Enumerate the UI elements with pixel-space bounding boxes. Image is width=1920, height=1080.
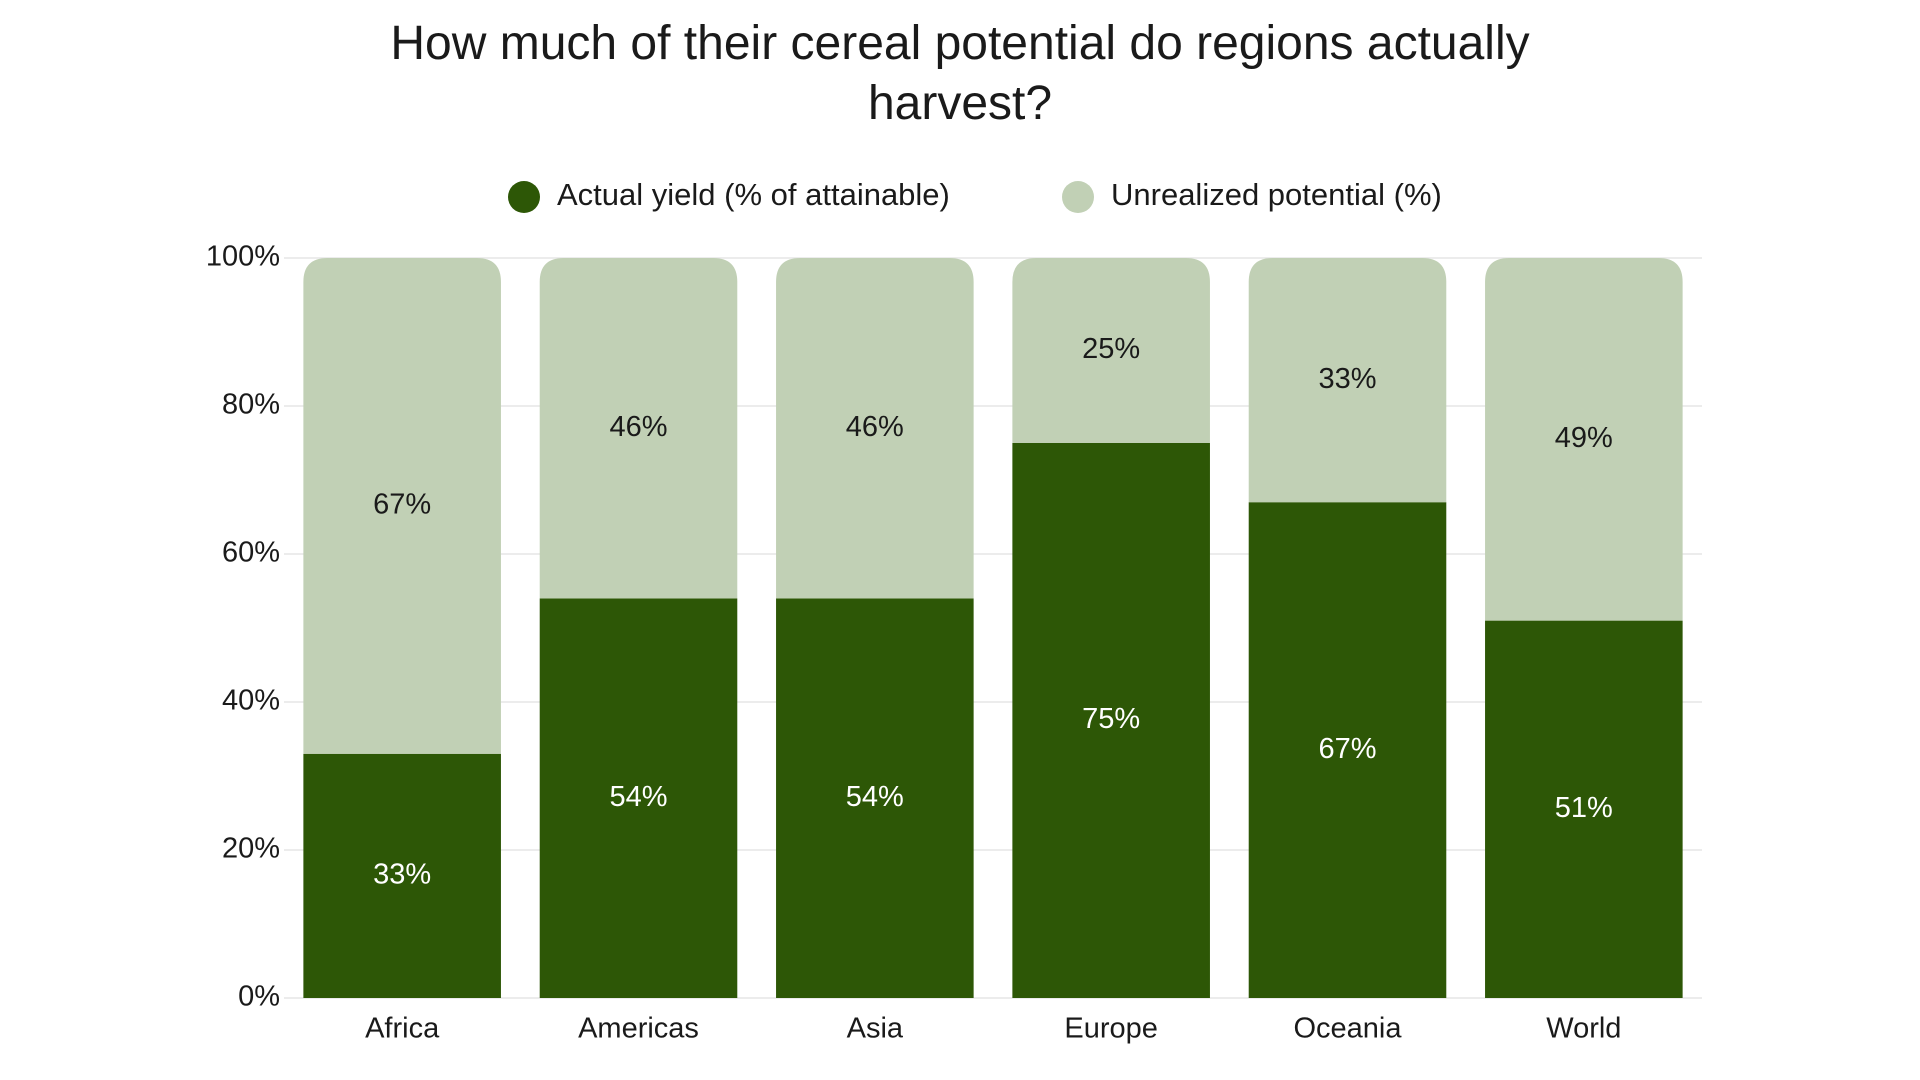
chart-title: How much of their cereal potential do re… [390,17,1530,130]
bar-segment [1012,258,1210,443]
bar-segment [539,258,738,599]
data-label: 54% [846,781,904,813]
data-label: 49% [1555,422,1613,454]
x-tick-label: Europe [1064,1013,1158,1045]
bar-segment [303,753,501,998]
x-tick-label: Americas [578,1013,699,1045]
y-tick-label: 60% [222,537,280,569]
bar-segment [1248,502,1447,998]
bar-segment [303,258,501,754]
y-tick-label: 80% [222,389,280,421]
data-label: 67% [1318,733,1376,765]
data-label: 54% [609,781,667,813]
x-tick-label: Oceania [1293,1013,1402,1045]
data-label: 33% [1318,363,1376,395]
bar-segment [776,258,974,599]
bar-segment [1248,258,1447,503]
bar-segment [1012,443,1210,998]
bar-segment [776,598,974,998]
x-tick-label: World [1546,1013,1621,1045]
data-label: 67% [373,489,431,521]
data-label: 75% [1082,703,1140,735]
bar-segment [1485,258,1683,621]
legend-label: Actual yield (% of attainable) [557,177,950,212]
x-tick-label: Asia [847,1013,904,1045]
data-label: 33% [373,859,431,891]
data-label: 25% [1082,333,1140,365]
legend-marker [508,181,540,213]
data-label: 51% [1555,792,1613,824]
bar-segment [539,598,738,998]
y-tick-label: 40% [222,685,280,717]
y-tick-label: 100% [206,241,280,273]
bar-segment [1485,620,1683,998]
legend-label: Unrealized potential (%) [1111,177,1442,212]
data-label: 46% [846,411,904,443]
x-tick-label: Africa [365,1013,440,1045]
data-label: 46% [609,411,667,443]
legend-marker [1062,181,1094,213]
y-tick-label: 20% [222,833,280,865]
y-tick-label: 0% [238,981,280,1013]
